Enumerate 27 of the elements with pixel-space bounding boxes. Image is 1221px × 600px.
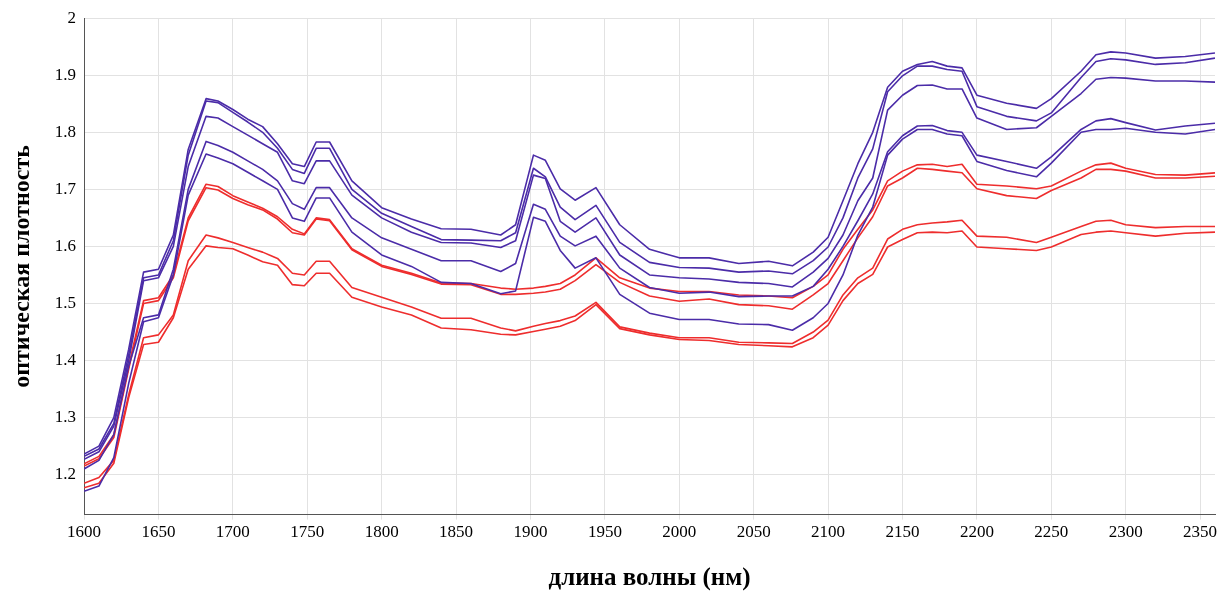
- x-tick-label: 1750: [290, 522, 325, 542]
- x-tick-label: 1900: [513, 522, 548, 542]
- y-axis-title: оптическая плотность: [7, 144, 34, 388]
- x-tick-label: 2100: [811, 522, 846, 542]
- y-tick-label: 2: [67, 7, 77, 27]
- x-tick-label: 1850: [439, 522, 474, 542]
- x-tick-label: 2200: [959, 522, 994, 542]
- y-tick-label: 1.2: [54, 464, 77, 484]
- x-tick-label: 1650: [141, 522, 176, 542]
- x-tick-label: 1950: [587, 522, 622, 542]
- y-tick-label: 1.7: [54, 178, 77, 198]
- y-tick-label: 1.4: [54, 350, 77, 370]
- y-tick-label: 1.8: [54, 121, 77, 141]
- y-tick-label: 1.9: [54, 64, 77, 84]
- x-tick-label: 1800: [364, 522, 399, 542]
- x-tick-label: 2150: [885, 522, 920, 542]
- x-tick-label: 1700: [215, 522, 250, 542]
- y-tick-label: 1.5: [54, 292, 77, 312]
- x-tick-label: 2050: [736, 522, 771, 542]
- x-tick-label: 2300: [1108, 522, 1143, 542]
- x-tick-label: 1600: [67, 522, 102, 542]
- y-tick-label: 1.3: [54, 407, 77, 427]
- x-tick-label: 2250: [1034, 522, 1069, 542]
- y-tick-label: 1.6: [54, 235, 77, 255]
- x-axis-title: длина волны (нм): [548, 563, 751, 592]
- x-tick-label: 2000: [662, 522, 697, 542]
- x-tick-label: 2350: [1183, 522, 1218, 542]
